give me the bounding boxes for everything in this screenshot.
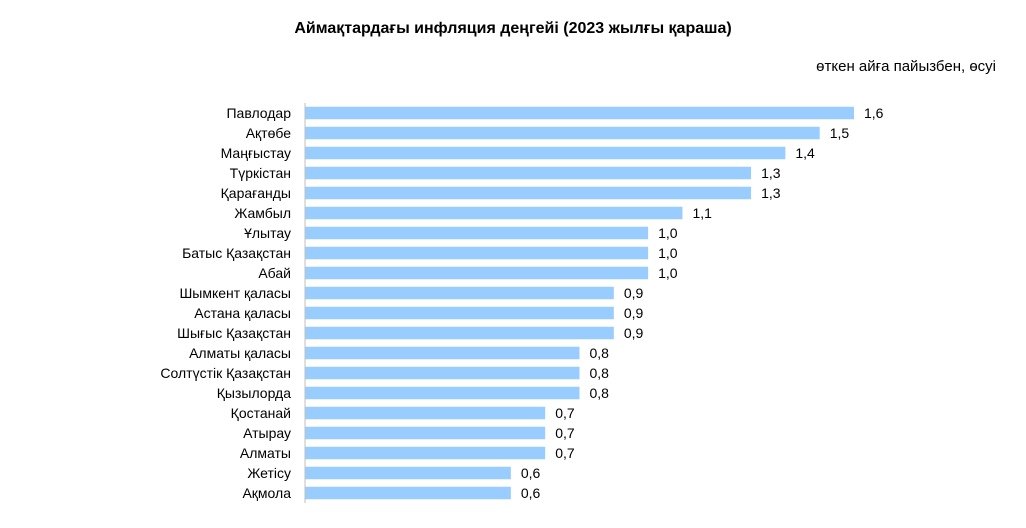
bar: [305, 406, 546, 420]
bar: [305, 446, 546, 460]
data-label: 0,7: [555, 405, 575, 421]
category-label: Атырау: [243, 425, 291, 441]
chart-title: Аймақтардағы инфляция деңгейі (2023 жылғ…: [294, 20, 732, 37]
category-label: Батыс Қазақстан: [182, 245, 291, 261]
category-label: Қарағанды: [221, 185, 291, 201]
category-label: Шымкент қаласы: [179, 285, 291, 301]
bar: [305, 326, 614, 340]
data-label: 0,9: [624, 305, 644, 321]
category-labels: Павлодар Ақтөбе Маңғыстау Түркістан Қарағанд…: [160, 105, 291, 501]
bar: [305, 246, 649, 260]
bar: [305, 466, 511, 480]
data-label: 1,0: [658, 225, 678, 241]
category-label: Маңғыстау: [221, 145, 291, 161]
data-label: 0,9: [624, 325, 644, 341]
data-label: 0,9: [624, 285, 644, 301]
category-label: Жамбыл: [234, 205, 291, 221]
bar: [305, 126, 820, 140]
category-label: Алматы: [240, 445, 291, 461]
data-label: 1,3: [761, 185, 781, 201]
chart-subtitle: өткен айға пайызбен, өсуі: [816, 58, 996, 75]
bar: [305, 206, 683, 220]
bar: [305, 106, 854, 120]
category-label: Қызылорда: [217, 385, 291, 401]
data-label: 0,7: [555, 445, 575, 461]
value-labels: 1,6 1,5 1,4 1,3 1,3 1,1 1,0 1,0 1,0 0,9 0,9 0,9 0,8 0…: [521, 105, 884, 501]
bar: [305, 366, 580, 380]
category-label: Түркістан: [230, 165, 291, 181]
bar: [305, 426, 546, 440]
bar: [305, 146, 786, 160]
category-label: Алматы қаласы: [189, 345, 291, 361]
data-label: 1,6: [864, 105, 884, 121]
data-label: 1,0: [658, 265, 678, 281]
data-label: 1,3: [761, 165, 781, 181]
bar: [305, 266, 649, 280]
bar: [305, 386, 580, 400]
data-label: 1,0: [658, 245, 678, 261]
bar: [305, 346, 580, 360]
data-label: 1,4: [795, 145, 815, 161]
category-label: Ақмола: [242, 485, 291, 501]
bars-group: [305, 106, 854, 500]
bar: [305, 226, 649, 240]
data-label: 0,6: [521, 465, 541, 481]
bar: [305, 166, 752, 180]
data-label: 1,5: [830, 125, 850, 141]
category-label: Абай: [258, 265, 291, 281]
data-label: 0,8: [590, 345, 610, 361]
bar: [305, 306, 614, 320]
bar: [305, 286, 614, 300]
bar: [305, 486, 511, 500]
category-label: Павлодар: [226, 105, 291, 121]
bar: [305, 186, 752, 200]
category-label: Ақтөбе: [246, 125, 292, 141]
category-label: Қостанай: [231, 405, 291, 421]
category-label: Ұлытау: [244, 225, 291, 241]
data-label: 0,6: [521, 485, 541, 501]
category-label: Жетісу: [247, 465, 291, 481]
category-label: Солтүстік Қазақстан: [160, 365, 291, 381]
data-label: 0,8: [590, 365, 610, 381]
data-label: 0,7: [555, 425, 575, 441]
category-label: Астана қаласы: [194, 305, 291, 321]
data-label: 0,8: [590, 385, 610, 401]
data-label: 1,1: [692, 205, 712, 221]
category-label: Шығыс Қазақстан: [177, 325, 291, 341]
